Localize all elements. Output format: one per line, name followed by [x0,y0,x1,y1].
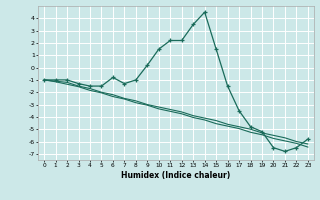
X-axis label: Humidex (Indice chaleur): Humidex (Indice chaleur) [121,171,231,180]
